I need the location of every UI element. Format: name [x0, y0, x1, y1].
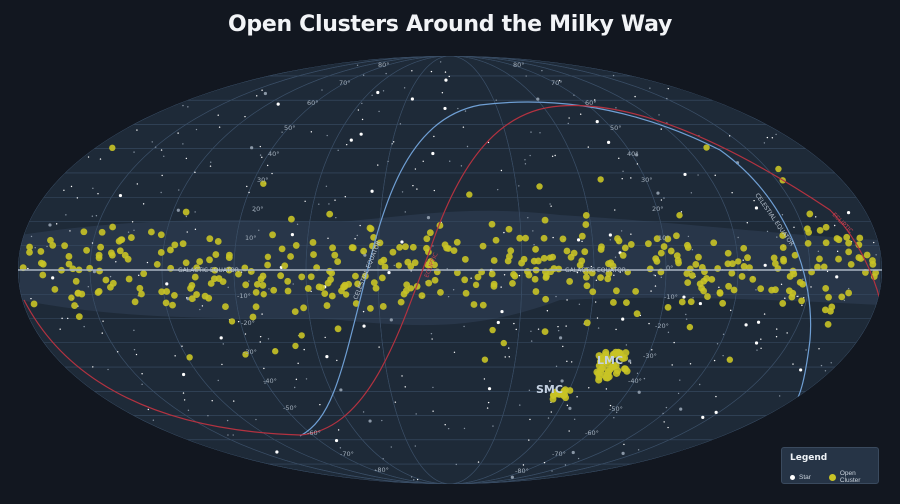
galactic-equator-label: GALACTIC EQUATOR [178, 267, 239, 274]
svg-text:40°: 40° [627, 150, 639, 158]
svg-text:-60°: -60° [307, 429, 321, 437]
lmc-label: LMC [597, 354, 623, 367]
svg-text:80°: 80° [513, 61, 525, 69]
svg-text:30°: 30° [641, 176, 653, 184]
legend-star-label: Star [798, 473, 811, 481]
svg-text:-10°: -10° [664, 293, 678, 301]
svg-text:0°: 0° [666, 264, 673, 272]
svg-text:20°: 20° [252, 205, 264, 213]
svg-text:40°: 40° [268, 150, 280, 158]
svg-text:-20°: -20° [241, 319, 255, 327]
svg-text:70°: 70° [551, 79, 563, 87]
star-marker-icon [790, 474, 795, 480]
svg-text:50°: 50° [610, 124, 622, 132]
legend-title: Legend [790, 453, 828, 463]
svg-text:-40°: -40° [263, 377, 277, 385]
svg-text:-30°: -30° [643, 352, 657, 360]
svg-text:10°: 10° [245, 234, 257, 242]
page-title: Open Clusters Around the Milky Way [227, 12, 673, 37]
svg-text:-30°: -30° [243, 348, 257, 356]
legend-items: Star Open Cluster [790, 470, 878, 484]
svg-text:-70°: -70° [340, 450, 354, 458]
celestial-equator-line [299, 101, 812, 437]
svg-text:70°: 70° [339, 79, 351, 87]
svg-text:-80°: -80° [515, 467, 529, 475]
svg-text:-80°: -80° [375, 466, 389, 474]
svg-text:30°: 30° [257, 176, 269, 184]
smc-label: SMC [536, 383, 563, 396]
svg-text:60°: 60° [585, 99, 597, 107]
galactic-equator-label-2: GALACTIC EQUATOR [565, 267, 626, 274]
svg-text:10°: 10° [658, 234, 670, 242]
svg-text:-70°: -70° [552, 450, 566, 458]
svg-text:80°: 80° [378, 61, 390, 69]
clusters-layer [19, 144, 880, 403]
svg-text:50°: 50° [284, 124, 296, 132]
legend-cluster-label: Open Cluster [839, 470, 861, 484]
svg-text:-10°: -10° [237, 292, 251, 300]
svg-text:-60°: -60° [585, 429, 599, 437]
svg-text:60°: 60° [307, 99, 319, 107]
ecliptic-line [23, 104, 881, 436]
svg-text:-40°: -40° [628, 377, 642, 385]
svg-text:-20°: -20° [655, 322, 669, 330]
svg-text:20°: 20° [652, 205, 664, 213]
svg-text:-50°: -50° [283, 404, 297, 412]
lat-labels: 80° 70° 60° 50° 40° 30° 20° 10° -10° -20° -30° -40°… [237, 61, 678, 475]
svg-text:-50°: -50° [609, 405, 623, 413]
legend: Legend Star Open Cluster [781, 447, 879, 484]
cluster-marker-icon [828, 473, 836, 481]
